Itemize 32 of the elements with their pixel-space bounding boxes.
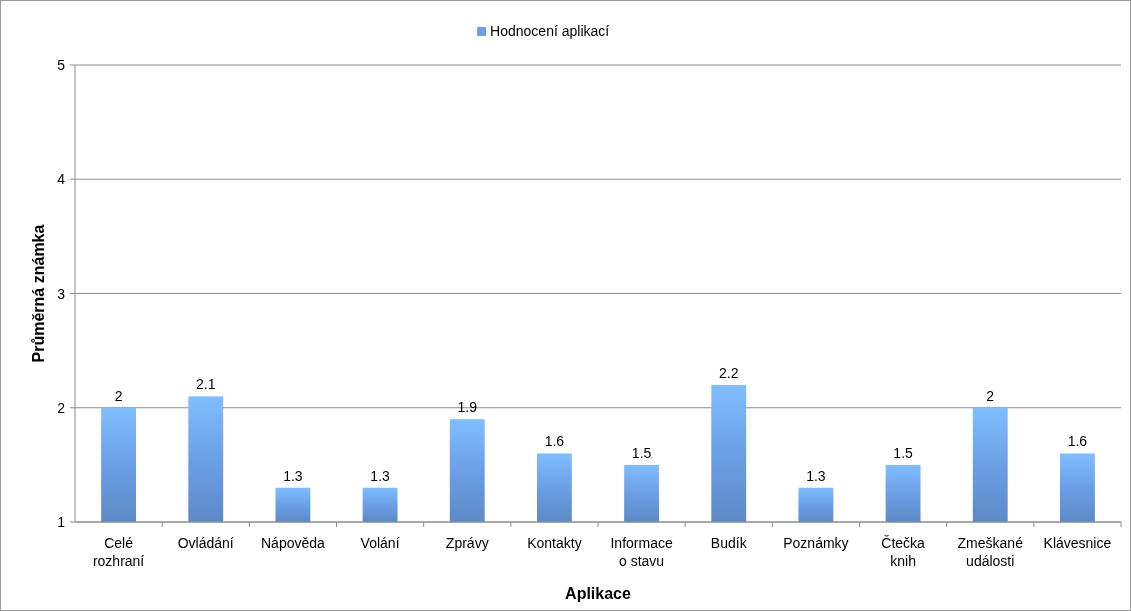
x-tick-label: Zprávy bbox=[445, 535, 489, 551]
x-tick-label: Zmeškané události bbox=[957, 535, 1024, 569]
data-label: 2 bbox=[986, 387, 995, 404]
data-label: 2.2 bbox=[719, 364, 739, 381]
x-tick-label: Nápověda bbox=[261, 535, 326, 551]
x-tick-label: Volání bbox=[360, 535, 400, 551]
y-tick-label: 5 bbox=[57, 57, 66, 73]
data-label: 2 bbox=[114, 387, 123, 404]
x-tick-label: Celé rozhraní bbox=[92, 535, 145, 569]
x-tick-label: Informace o stavu bbox=[610, 535, 673, 569]
x-tick-label: Budík bbox=[710, 535, 748, 551]
x-tick-label: Kontakty bbox=[527, 535, 582, 551]
data-label: 1.3 bbox=[283, 467, 303, 484]
x-tick-label: Klávesnice bbox=[1043, 535, 1112, 551]
data-label: 1.6 bbox=[1067, 433, 1088, 450]
legend-label: Hodnocení aplikací bbox=[490, 23, 610, 39]
x-axis-title: Aplikace bbox=[565, 585, 632, 602]
data-label: 1.5 bbox=[631, 444, 652, 461]
y-axis-title: Průměrná známka bbox=[30, 224, 47, 363]
data-label: 1.9 bbox=[457, 399, 478, 416]
data-label: 1.3 bbox=[806, 467, 826, 484]
y-tick-label: 4 bbox=[57, 171, 66, 188]
y-tick-label: 1 bbox=[57, 514, 66, 530]
data-label: 1.3 bbox=[370, 467, 391, 484]
x-tick-label: Čtečka knih bbox=[881, 535, 926, 569]
data-label: 1.6 bbox=[544, 433, 565, 450]
y-tick-label: 3 bbox=[57, 285, 66, 302]
x-tick-label: Ovládání bbox=[177, 535, 234, 551]
x-tick-label: Poznámky bbox=[783, 535, 849, 551]
data-label: 1.5 bbox=[893, 444, 914, 461]
y-tick-label: 2 bbox=[57, 399, 66, 416]
data-label: 2.1 bbox=[196, 376, 216, 393]
